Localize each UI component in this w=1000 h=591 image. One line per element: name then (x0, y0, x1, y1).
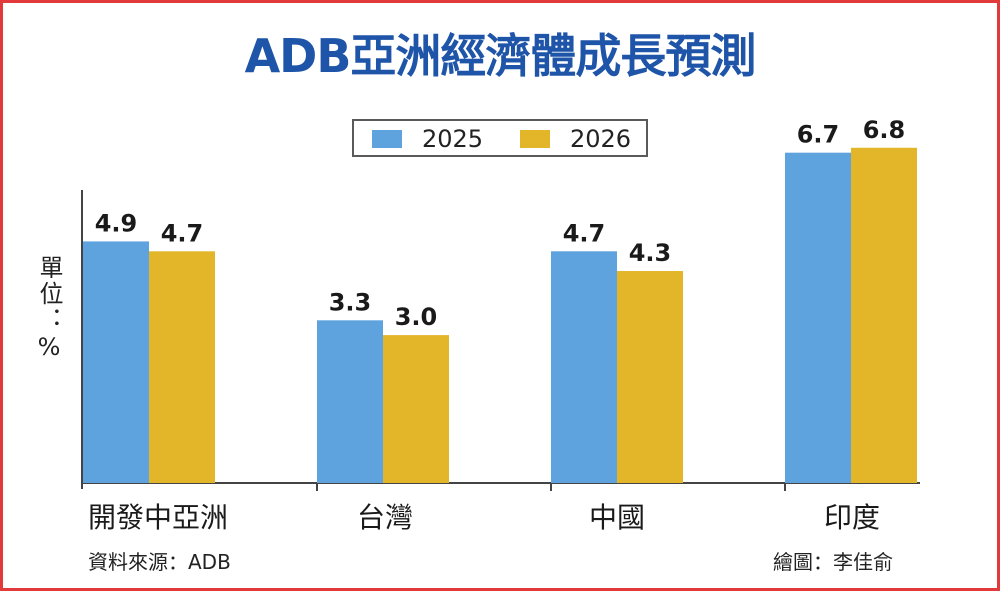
legend-label-2025: 2025 (422, 125, 484, 153)
legend: 2025 2026 (352, 119, 648, 157)
bar-2025-3 (785, 152, 851, 483)
bar-2026-0 (149, 251, 215, 483)
data-label-2026-3: 6.8 (863, 116, 906, 144)
data-label-2025-3: 6.7 (797, 121, 840, 149)
legend-swatch-2026 (520, 130, 550, 148)
bar-2025-2 (551, 251, 617, 483)
bar-2026-3 (851, 147, 917, 483)
legend-label-2026: 2026 (570, 125, 632, 153)
category-label-0: 開發中亞洲 (88, 501, 228, 534)
source-note: 資料來源：ADB (88, 550, 231, 574)
bar-2026-2 (617, 271, 683, 483)
data-label-2025-1: 3.3 (329, 288, 372, 316)
bar-2026-1 (383, 335, 449, 483)
data-label-2026-0: 4.7 (161, 219, 204, 247)
legend-swatch-2025 (372, 130, 402, 148)
credit-note: 繪圖：李佳俞 (773, 550, 893, 574)
data-label-2026-2: 4.3 (629, 239, 672, 267)
category-label-3: 印度 (824, 501, 880, 534)
data-label-2026-1: 3.0 (395, 303, 438, 331)
data-label-2025-2: 4.7 (563, 219, 606, 247)
data-label-2025-0: 4.9 (95, 209, 138, 237)
chart-title: ADB亞洲經濟體成長預測 (244, 29, 757, 83)
bar-2025-0 (83, 241, 149, 483)
category-label-2: 中國 (589, 501, 645, 534)
bar-2025-1 (317, 320, 383, 483)
y-axis-unit-label: 單位：% (35, 255, 63, 363)
category-label-1: 台灣 (357, 501, 413, 534)
